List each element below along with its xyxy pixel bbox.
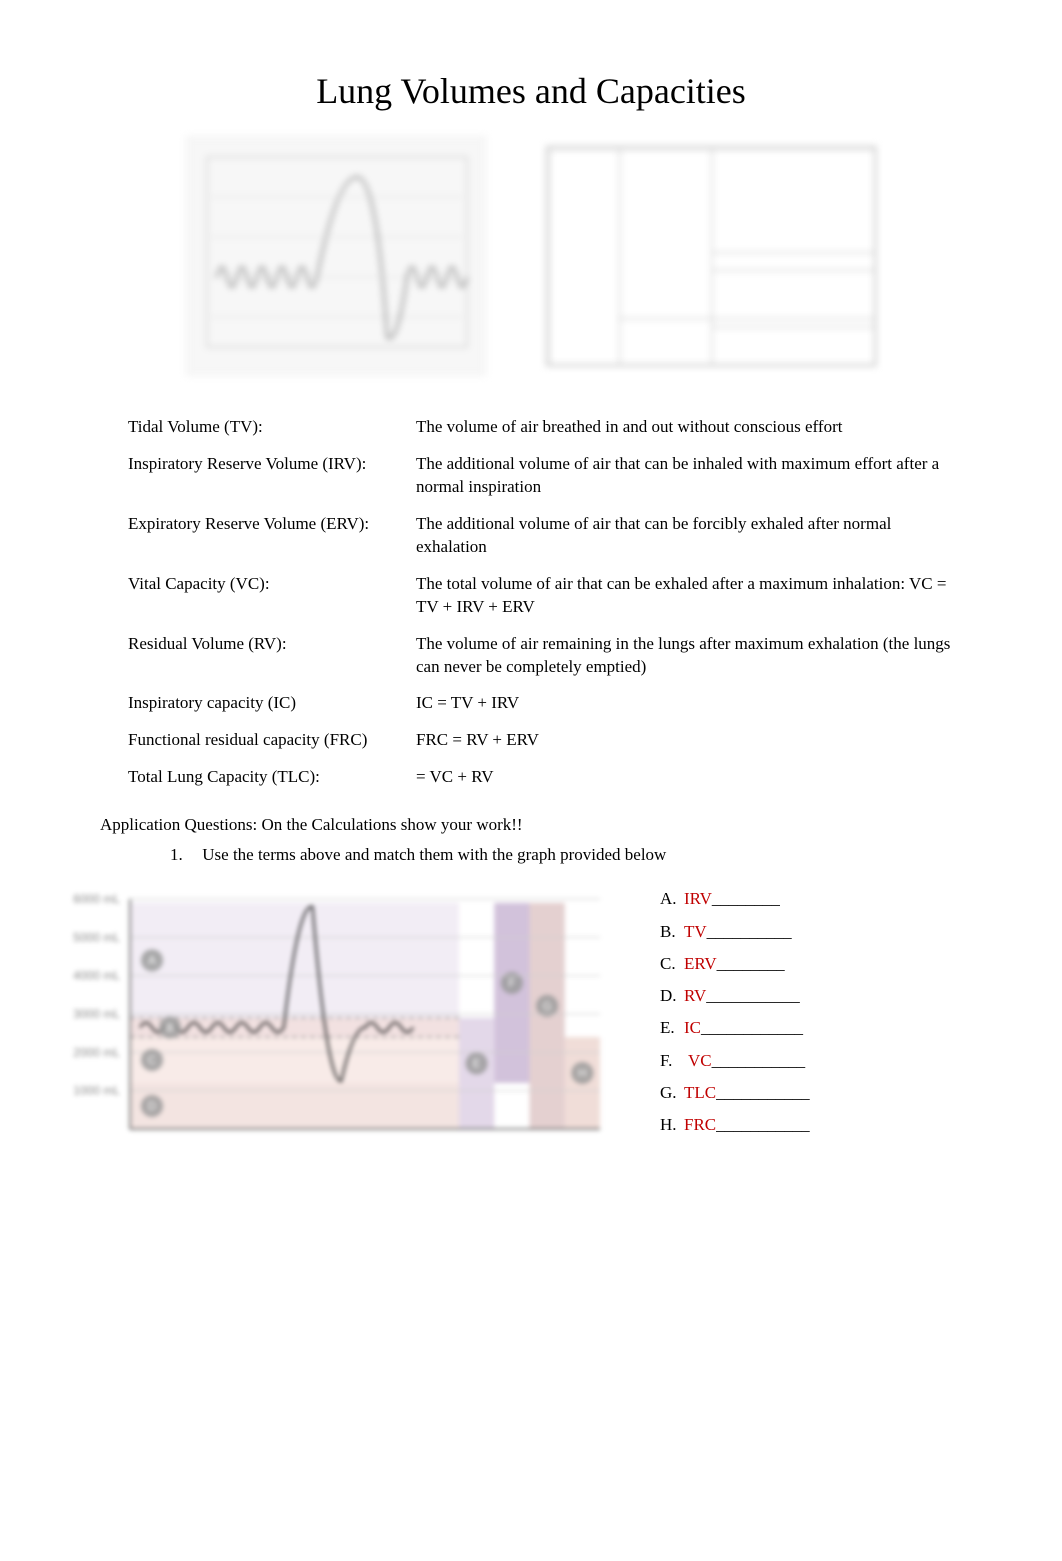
question-1-number: 1. <box>170 845 198 865</box>
match-blank: ________ <box>717 954 785 973</box>
svg-text:5000 mL: 5000 mL <box>73 931 120 945</box>
svg-text:D: D <box>148 1099 157 1113</box>
svg-text:B: B <box>166 1021 174 1035</box>
match-letter: G. <box>660 1077 684 1109</box>
match-letter: B. <box>660 916 684 948</box>
match-letter: H. <box>660 1109 684 1141</box>
definition-text: The additional volume of air that can be… <box>416 513 962 559</box>
svg-text:1000 mL: 1000 mL <box>73 1084 120 1098</box>
match-blank: ____________ <box>701 1018 803 1037</box>
svg-text:C: C <box>148 1053 157 1067</box>
match-answer: RV <box>684 986 706 1005</box>
definition-term: Tidal Volume (TV): <box>128 416 408 439</box>
match-blank: ___________ <box>716 1115 810 1134</box>
match-item: D.RV___________ <box>660 980 962 1012</box>
svg-text:3000 mL: 3000 mL <box>73 1007 120 1021</box>
figures-row <box>100 136 962 376</box>
svg-text:4000 mL: 4000 mL <box>73 969 120 983</box>
match-answer: IC <box>684 1018 701 1037</box>
svg-text:E: E <box>473 1057 481 1071</box>
svg-text:6000 mL: 6000 mL <box>73 892 120 906</box>
definitions-grid: Tidal Volume (TV): The volume of air brea… <box>100 416 962 789</box>
match-letter: D. <box>660 980 684 1012</box>
match-answer: TV <box>684 922 707 941</box>
question-1-text: Use the terms above and match them with … <box>202 845 666 864</box>
definition-text: FRC = RV + ERV <box>416 729 962 752</box>
match-blank: __________ <box>707 922 792 941</box>
svg-text:F: F <box>508 976 515 990</box>
figure-spirogram <box>186 136 486 376</box>
match-item: C.ERV________ <box>660 948 962 980</box>
svg-text:H: H <box>578 1066 587 1080</box>
question-1: 1. Use the terms above and match them wi… <box>100 845 962 865</box>
lung-volume-graph: E F G H 1000 mL 2000 mL 3000 mL 4000 mL 5000 mL 6… <box>40 879 610 1154</box>
match-answer: TLC <box>684 1083 716 1102</box>
match-item: F. VC___________ <box>660 1045 962 1077</box>
match-answer-list: A.IRV________B.TV__________C.ERV________… <box>650 879 962 1141</box>
definition-term: Vital Capacity (VC): <box>128 573 408 619</box>
match-letter: A. <box>660 883 684 915</box>
match-item: A.IRV________ <box>660 883 962 915</box>
definition-term: Inspiratory Reserve Volume (IRV): <box>128 453 408 499</box>
definition-term: Expiratory Reserve Volume (ERV): <box>128 513 408 559</box>
definition-text: = VC + RV <box>416 766 962 789</box>
match-letter: C. <box>660 948 684 980</box>
definition-term: Inspiratory capacity (IC) <box>128 692 408 715</box>
match-blank: ___________ <box>712 1051 806 1070</box>
svg-text:G: G <box>542 999 551 1013</box>
definition-text: The total volume of air that can be exha… <box>416 573 962 619</box>
application-instructions: Application Questions: On the Calculatio… <box>100 815 962 835</box>
match-blank: ___________ <box>706 986 800 1005</box>
definition-term: Residual Volume (RV): <box>128 633 408 679</box>
definition-text: The additional volume of air that can be… <box>416 453 962 499</box>
match-letter: E. <box>660 1012 684 1044</box>
definition-term: Functional residual capacity (FRC) <box>128 729 408 752</box>
match-item: H.FRC___________ <box>660 1109 962 1141</box>
definition-text: IC = TV + IRV <box>416 692 962 715</box>
definition-text: The volume of air remaining in the lungs… <box>416 633 962 679</box>
match-item: G.TLC___________ <box>660 1077 962 1109</box>
match-answer: VC <box>684 1051 712 1070</box>
svg-text:2000 mL: 2000 mL <box>73 1046 120 1060</box>
definition-text: The volume of air breathed in and out wi… <box>416 416 962 439</box>
match-item: E.IC____________ <box>660 1012 962 1044</box>
page-title: Lung Volumes and Capacities <box>100 70 962 112</box>
figure-table <box>546 146 876 366</box>
match-letter: F. <box>660 1045 684 1077</box>
match-answer: ERV <box>684 954 717 973</box>
match-blank: ___________ <box>716 1083 810 1102</box>
match-answer: IRV <box>684 889 712 908</box>
definition-term: Total Lung Capacity (TLC): <box>128 766 408 789</box>
match-answer: FRC <box>684 1115 716 1134</box>
svg-text:A: A <box>148 954 156 968</box>
match-item: B.TV__________ <box>660 916 962 948</box>
match-blank: ________ <box>712 889 780 908</box>
